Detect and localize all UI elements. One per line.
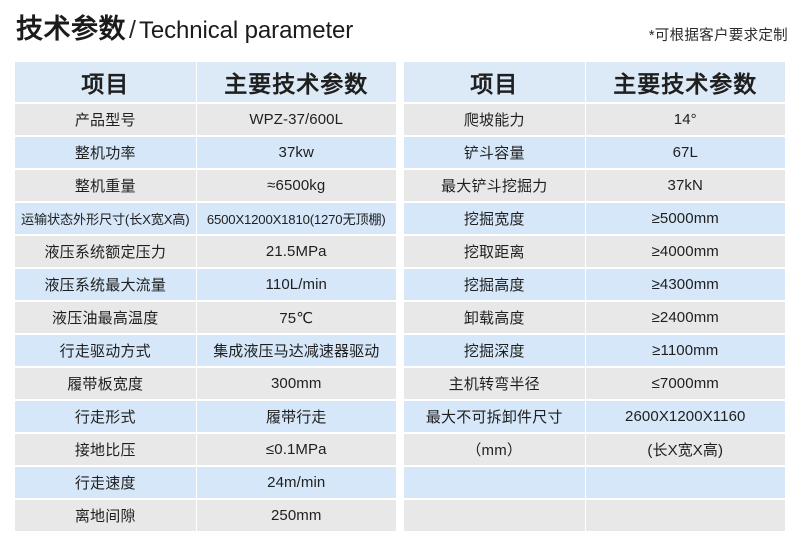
left-table-head: 项目 主要技术参数 [15, 62, 396, 102]
row-value: ≥4300mm [585, 269, 785, 300]
row-value: 2600X1200X1160 [585, 401, 785, 432]
table-row: 行走驱动方式 集成液压马达减速器驱动 [15, 335, 396, 366]
page-title-cn: 技术参数 [16, 14, 126, 44]
row-label: 最大不可拆卸件尺寸 [404, 401, 585, 432]
row-label [404, 467, 585, 498]
row-label: 最大铲斗挖掘力 [404, 170, 585, 201]
table-row [404, 500, 785, 531]
row-value [585, 500, 785, 531]
row-label: 液压系统额定压力 [15, 236, 196, 267]
row-value: 14° [585, 104, 785, 135]
left-spec-table: 项目 主要技术参数 产品型号 WPZ-37/600L 整机功率 37kw 整机重量 ≈65… [14, 60, 397, 533]
row-value: ≥1100mm [585, 335, 785, 366]
right-table-header-row: 项目 主要技术参数 [404, 62, 785, 102]
row-value: ≥5000mm [585, 203, 785, 234]
left-header-parameter: 主要技术参数 [196, 62, 396, 102]
row-label: 行走速度 [15, 467, 196, 498]
row-label: 液压系统最大流量 [15, 269, 196, 300]
table-row: 液压系统额定压力 21.5MPa [15, 236, 396, 267]
table-row: 最大铲斗挖掘力 37kN [404, 170, 785, 201]
customization-note: *可根据客户要求定制 [648, 28, 788, 44]
table-row: 挖掘深度 ≥1100mm [404, 335, 785, 366]
row-label: 履带板宽度 [15, 368, 196, 399]
row-value: 24m/min [196, 467, 396, 498]
table-row [404, 467, 785, 498]
table-row: 液压系统最大流量 110L/min [15, 269, 396, 300]
row-value: 6500X1200X1810(1270无顶棚) [196, 203, 396, 234]
table-row: 接地比压 ≤0.1MPa [15, 434, 396, 465]
row-label: 挖掘深度 [404, 335, 585, 366]
table-row: 履带板宽度 300mm [15, 368, 396, 399]
row-value: 67L [585, 137, 785, 168]
page-title-en: Technical parameter [138, 17, 354, 44]
page-header: 技术参数 / Technical parameter *可根据客户要求定制 [0, 0, 800, 60]
table-row: 行走形式 履带行走 [15, 401, 396, 432]
row-value: ≥2400mm [585, 302, 785, 333]
table-row: 铲斗容量 67L [404, 137, 785, 168]
row-label: 产品型号 [15, 104, 196, 135]
row-label: 挖掘宽度 [404, 203, 585, 234]
right-table-head: 项目 主要技术参数 [404, 62, 785, 102]
table-row: 液压油最高温度 75℃ [15, 302, 396, 333]
table-row: 整机功率 37kw [15, 137, 396, 168]
row-value: 75℃ [196, 302, 396, 333]
right-header-parameter: 主要技术参数 [585, 62, 785, 102]
row-value: (长X宽X高) [585, 434, 785, 465]
left-table-header-row: 项目 主要技术参数 [15, 62, 396, 102]
table-row: 主机转弯半径 ≤7000mm [404, 368, 785, 399]
right-header-item: 项目 [404, 62, 585, 102]
row-label: 运输状态外形尺寸(长X宽X高) [15, 203, 196, 234]
row-label: 离地间隙 [15, 500, 196, 531]
right-spec-table: 项目 主要技术参数 爬坡能力 14° 铲斗容量 67L 最大铲斗挖掘力 37kN 挖掘宽度 ≥… [403, 60, 786, 533]
table-row: 爬坡能力 14° [404, 104, 785, 135]
row-value: 300mm [196, 368, 396, 399]
table-row: 最大不可拆卸件尺寸 2600X1200X1160 [404, 401, 785, 432]
row-value: 履带行走 [196, 401, 396, 432]
table-row: （mm） (长X宽X高) [404, 434, 785, 465]
row-label [404, 500, 585, 531]
row-value: WPZ-37/600L [196, 104, 396, 135]
row-value: ≥4000mm [585, 236, 785, 267]
row-label: 卸载高度 [404, 302, 585, 333]
row-value: ≤7000mm [585, 368, 785, 399]
row-label: 挖取距离 [404, 236, 585, 267]
row-value: ≤0.1MPa [196, 434, 396, 465]
table-row: 挖掘高度 ≥4300mm [404, 269, 785, 300]
row-label: 行走驱动方式 [15, 335, 196, 366]
row-label: 整机重量 [15, 170, 196, 201]
row-label: 挖掘高度 [404, 269, 585, 300]
row-value: ≈6500kg [196, 170, 396, 201]
row-label: 主机转弯半径 [404, 368, 585, 399]
right-table-body: 爬坡能力 14° 铲斗容量 67L 最大铲斗挖掘力 37kN 挖掘宽度 ≥5000mm 挖取距离… [404, 104, 785, 531]
left-header-item: 项目 [15, 62, 196, 102]
row-label: 爬坡能力 [404, 104, 585, 135]
row-value: 21.5MPa [196, 236, 396, 267]
row-label: 液压油最高温度 [15, 302, 196, 333]
table-row: 卸载高度 ≥2400mm [404, 302, 785, 333]
row-value: 集成液压马达减速器驱动 [196, 335, 396, 366]
table-row: 行走速度 24m/min [15, 467, 396, 498]
page-title: 技术参数 / Technical parameter [16, 12, 353, 51]
row-value: 37kN [585, 170, 785, 201]
row-value: 250mm [196, 500, 396, 531]
table-row: 离地间隙 250mm [15, 500, 396, 531]
row-label: 整机功率 [15, 137, 196, 168]
table-row: 产品型号 WPZ-37/600L [15, 104, 396, 135]
spec-tables-container: 项目 主要技术参数 产品型号 WPZ-37/600L 整机功率 37kw 整机重量 ≈65… [0, 60, 800, 533]
table-row: 整机重量 ≈6500kg [15, 170, 396, 201]
page-title-separator: / [129, 16, 136, 44]
row-label: 铲斗容量 [404, 137, 585, 168]
left-table-body: 产品型号 WPZ-37/600L 整机功率 37kw 整机重量 ≈6500kg 运输状态外形… [15, 104, 396, 531]
row-label: （mm） [404, 434, 585, 465]
row-value: 110L/min [196, 269, 396, 300]
row-value [585, 467, 785, 498]
table-row: 挖掘宽度 ≥5000mm [404, 203, 785, 234]
table-row: 运输状态外形尺寸(长X宽X高) 6500X1200X1810(1270无顶棚) [15, 203, 396, 234]
table-row: 挖取距离 ≥4000mm [404, 236, 785, 267]
row-value: 37kw [196, 137, 396, 168]
row-label: 行走形式 [15, 401, 196, 432]
row-label: 接地比压 [15, 434, 196, 465]
